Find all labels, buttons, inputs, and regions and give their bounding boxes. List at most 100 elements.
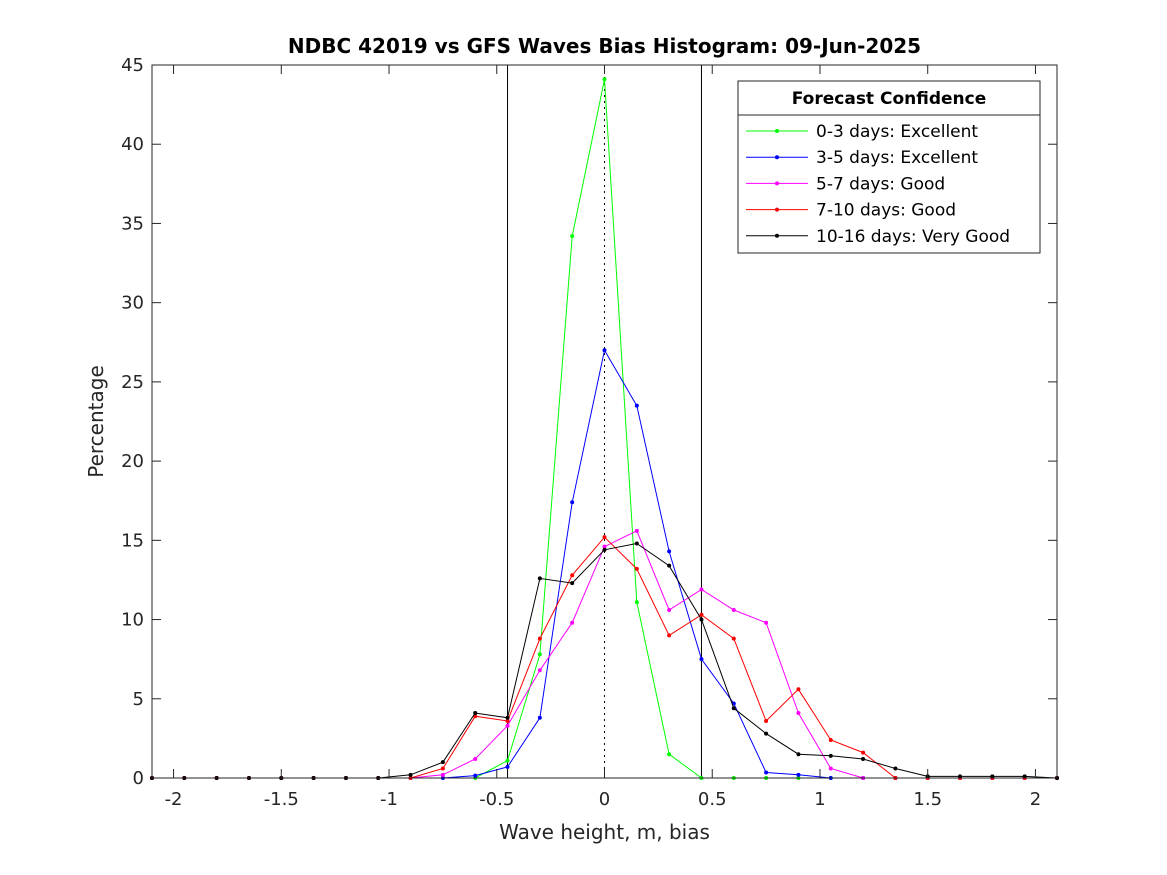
data-point bbox=[505, 715, 510, 720]
legend-swatch-marker bbox=[775, 155, 779, 160]
legend-label: 10-16 days: Very Good bbox=[816, 227, 1010, 247]
data-point bbox=[505, 718, 510, 723]
data-point bbox=[570, 234, 575, 239]
data-point bbox=[828, 766, 833, 771]
chart-title: NDBC 42019 vs GFS Waves Bias Histogram: … bbox=[288, 34, 921, 58]
x-tick-label: 1.5 bbox=[913, 789, 942, 810]
legend-swatch-marker bbox=[775, 129, 779, 133]
data-point bbox=[634, 600, 639, 605]
data-point bbox=[796, 752, 801, 757]
data-point bbox=[570, 620, 575, 625]
data-point bbox=[505, 723, 510, 728]
x-tick-label: -0.5 bbox=[479, 789, 514, 810]
data-point bbox=[537, 715, 542, 720]
data-point bbox=[667, 752, 672, 757]
y-tick-label: 10 bbox=[121, 610, 144, 631]
data-point bbox=[731, 636, 736, 641]
legend-item: 10-16 days: Very Good bbox=[746, 227, 1010, 247]
x-tick-label: 0.5 bbox=[698, 789, 727, 810]
y-axis-label: Percentage bbox=[84, 365, 108, 478]
legend-item: 3-5 days: Excellent bbox=[746, 148, 978, 168]
data-point bbox=[667, 549, 672, 554]
legend-swatch-marker bbox=[775, 233, 779, 238]
data-point bbox=[796, 687, 801, 692]
data-point bbox=[699, 612, 704, 617]
legend-title: Forecast Confidence bbox=[792, 89, 987, 109]
x-tick-label: 2 bbox=[1030, 789, 1041, 810]
data-point bbox=[440, 772, 445, 777]
data-point bbox=[570, 573, 575, 578]
x-tick-label: -1.5 bbox=[264, 789, 299, 810]
data-point bbox=[602, 544, 607, 549]
data-point bbox=[861, 750, 866, 755]
legend-items: 0-3 days: Excellent 3-5 days: Excellent 5-… bbox=[746, 122, 1010, 247]
data-point bbox=[1022, 774, 1027, 779]
data-point bbox=[634, 403, 639, 408]
y-tick-label: 45 bbox=[121, 55, 144, 76]
data-point bbox=[505, 764, 510, 769]
data-point bbox=[828, 737, 833, 742]
data-point bbox=[731, 608, 736, 613]
data-point bbox=[570, 500, 575, 505]
data-point bbox=[602, 348, 607, 353]
data-point bbox=[731, 706, 736, 711]
data-point bbox=[537, 652, 542, 657]
data-point bbox=[570, 581, 575, 586]
data-point bbox=[764, 620, 769, 625]
y-tick-label: 0 bbox=[133, 768, 144, 789]
data-point bbox=[602, 535, 607, 540]
data-point bbox=[634, 566, 639, 571]
y-tick-label: 15 bbox=[121, 530, 144, 551]
data-point bbox=[699, 587, 704, 592]
x-axis-label: Wave height, m, bias bbox=[499, 820, 710, 844]
y-tick-label: 5 bbox=[133, 689, 144, 710]
data-point bbox=[764, 718, 769, 723]
axis-ticks bbox=[152, 64, 1057, 779]
data-point bbox=[990, 774, 995, 779]
legend-item: 5-7 days: Good bbox=[746, 174, 945, 194]
data-point bbox=[764, 770, 769, 775]
data-point bbox=[699, 617, 704, 622]
y-tick-label: 25 bbox=[121, 372, 144, 393]
data-point bbox=[796, 711, 801, 716]
x-tick-labels: -2 -1.5 -1 -0.5 0 0.5 1 1.5 2 bbox=[165, 789, 1042, 810]
legend-label: 5-7 days: Good bbox=[816, 174, 945, 194]
data-point bbox=[473, 711, 478, 716]
y-tick-labels: 0 5 10 15 20 25 30 35 40 45 bbox=[121, 55, 144, 789]
data-point bbox=[796, 772, 801, 777]
legend-label: 7-10 days: Good bbox=[816, 201, 956, 221]
data-point bbox=[602, 77, 607, 82]
legend-box bbox=[737, 80, 1041, 254]
data-point bbox=[440, 760, 445, 765]
data-point bbox=[505, 758, 510, 763]
legend-item: 7-10 days: Good bbox=[746, 201, 956, 221]
data-point bbox=[764, 731, 769, 736]
data-point bbox=[667, 563, 672, 568]
data-point bbox=[958, 774, 963, 779]
data-point bbox=[537, 636, 542, 641]
y-tick-label: 20 bbox=[121, 451, 144, 472]
data-point bbox=[861, 756, 866, 761]
legend-swatch-marker bbox=[775, 207, 779, 212]
data-point bbox=[537, 668, 542, 673]
data-point bbox=[667, 608, 672, 613]
x-tick-label: 1 bbox=[814, 789, 825, 810]
data-point bbox=[828, 753, 833, 758]
data-point bbox=[634, 541, 639, 546]
legend-item: 0-3 days: Excellent bbox=[746, 122, 978, 142]
data-point bbox=[537, 576, 542, 581]
y-tick-label: 30 bbox=[121, 293, 144, 314]
y-tick-label: 35 bbox=[121, 213, 144, 234]
y-tick-label: 40 bbox=[121, 134, 144, 155]
legend-label: 0-3 days: Excellent bbox=[816, 122, 978, 142]
data-point bbox=[473, 756, 478, 761]
legend-label: 3-5 days: Excellent bbox=[816, 148, 978, 168]
data-point bbox=[408, 772, 413, 777]
legend: Forecast Confidence 0-3 days: Excellent 3… bbox=[737, 80, 1041, 254]
data-point bbox=[634, 528, 639, 533]
data-point bbox=[893, 766, 898, 771]
x-tick-label: -1 bbox=[380, 789, 398, 810]
x-tick-label: 0 bbox=[599, 789, 610, 810]
data-point bbox=[602, 547, 607, 552]
